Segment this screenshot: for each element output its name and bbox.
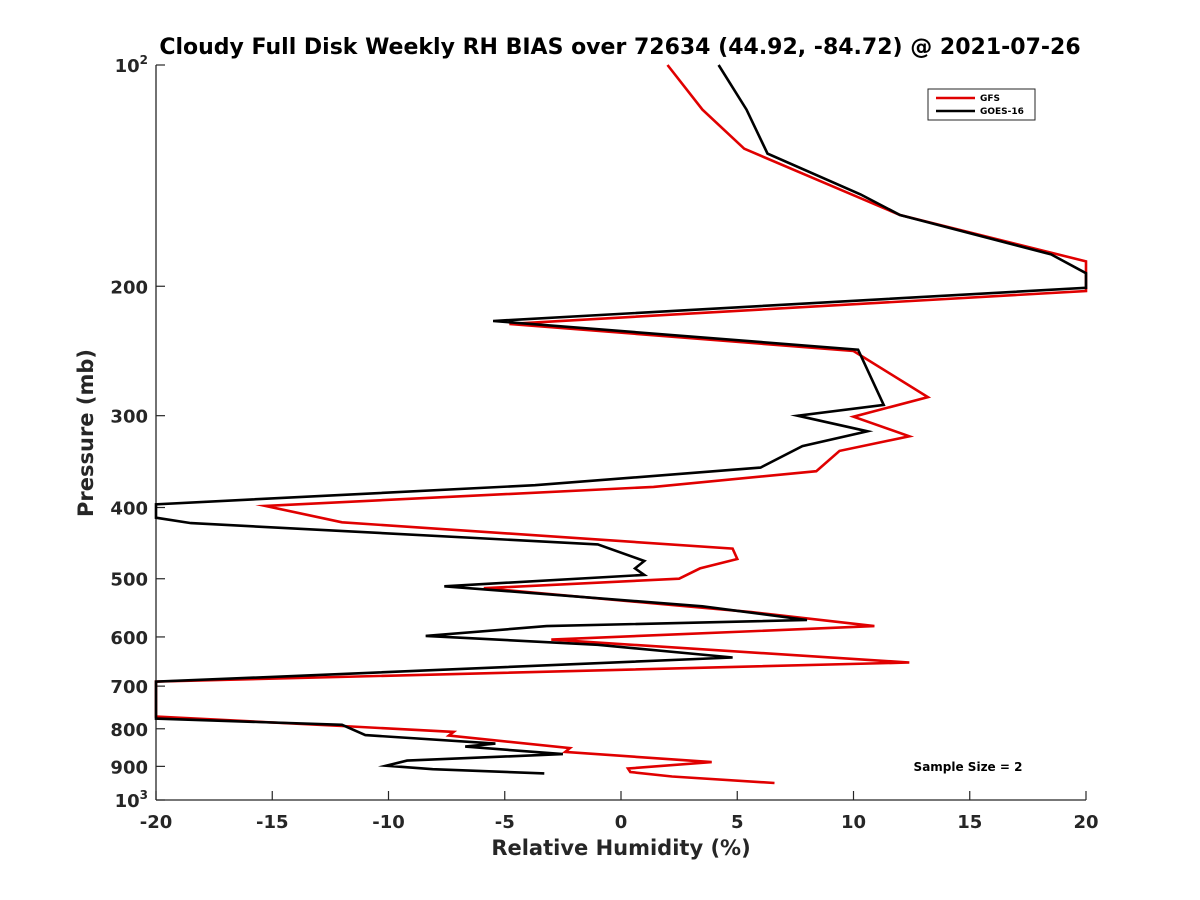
x-tick-label: 20 [1073, 812, 1098, 833]
x-tick-label: -20 [140, 812, 173, 833]
x-tick-label: 0 [615, 812, 628, 833]
y-tick-label: 400 [110, 499, 148, 520]
x-axis-label: Relative Humidity (%) [491, 836, 750, 860]
legend-label: GOES-16 [980, 107, 1024, 117]
chart-title: Cloudy Full Disk Weekly RH BIAS over 726… [159, 35, 1080, 60]
y-tick-label: 800 [110, 720, 148, 741]
legend: GFS GOES-16 [927, 88, 1036, 121]
x-tick-label: -10 [372, 812, 405, 833]
x-tick-label: -15 [256, 812, 289, 833]
x-tick-label: 5 [731, 812, 744, 833]
y-axis-label: Pressure (mb) [74, 349, 98, 517]
y-axis-ticks: 102 200 300 400 500 600 700 800 900 103 [110, 53, 165, 812]
x-tick-label: -5 [495, 812, 515, 833]
x-axis-ticks: -20 -15 -10 -5 0 5 10 15 20 [140, 791, 1099, 833]
y-tick-label: 103 [115, 788, 148, 812]
legend-label: GFS [980, 94, 1000, 104]
y-tick-label: 900 [110, 757, 148, 778]
x-tick-label: 15 [957, 812, 982, 833]
legend-box [927, 88, 1036, 121]
x-tick-label: 10 [841, 812, 866, 833]
y-tick-label: 700 [110, 677, 148, 698]
y-tick-label: 500 [110, 570, 148, 591]
y-tick-label: 102 [115, 53, 148, 77]
series-line-gfs [154, 64, 1088, 785]
series-line-goes-16 [154, 64, 1088, 775]
sample-size-annotation: Sample Size = 2 [914, 760, 1023, 774]
y-tick-label: 300 [110, 407, 148, 428]
series-layer [154, 64, 1088, 785]
y-tick-label: 600 [110, 628, 148, 649]
y-tick-label: 200 [110, 277, 148, 298]
